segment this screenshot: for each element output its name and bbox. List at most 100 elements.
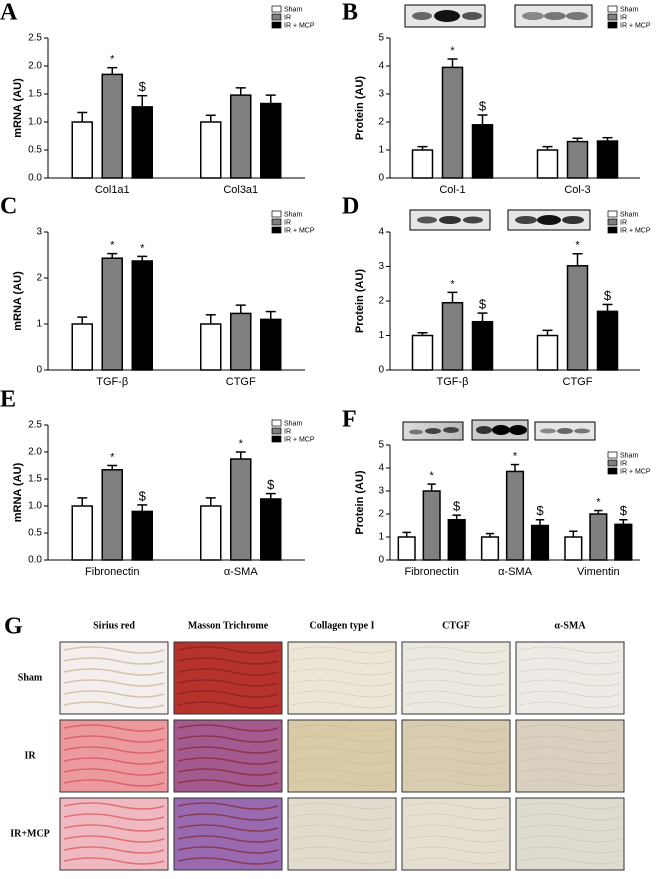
tissue-texture: [63, 735, 165, 743]
y-tick-label: 0: [378, 365, 384, 376]
tissue-texture: [405, 724, 507, 732]
row-label: IR: [24, 750, 36, 761]
band: [443, 427, 459, 433]
significance-marker: *: [450, 278, 455, 290]
band: [509, 425, 527, 435]
significance-marker: $: [479, 98, 487, 113]
tissue-texture: [405, 857, 507, 865]
significance-marker: *: [110, 451, 115, 463]
tissue-texture: [405, 757, 507, 765]
tissue-texture: [291, 668, 393, 676]
legend-label: IR + MCP: [620, 227, 651, 234]
band: [537, 215, 561, 225]
x-tick-label: TGF-β: [437, 376, 469, 388]
tissue-texture: [405, 746, 507, 754]
y-tick-label: 3: [378, 261, 384, 272]
micrograph: [287, 797, 397, 871]
legend-label: Sham: [284, 420, 302, 427]
tissue-texture: [177, 802, 279, 810]
tissue-texture: [177, 679, 279, 687]
y-tick-label: 1.5: [28, 474, 42, 485]
y-tick-label: 2: [378, 117, 384, 128]
y-tick-label: 2.0: [28, 447, 42, 458]
tissue-texture: [291, 824, 393, 832]
tissue-texture: [519, 824, 621, 832]
y-axis-label: Protein (AU): [354, 76, 366, 141]
band: [544, 12, 566, 20]
panel-label: A: [0, 0, 18, 26]
tissue-texture: [405, 779, 507, 787]
tissue-texture: [291, 857, 393, 865]
legend-swatch: [271, 226, 282, 234]
y-axis-label: mRNA (AU): [12, 462, 24, 522]
significance-marker: *: [110, 54, 115, 66]
legend-swatch: [271, 435, 282, 443]
significance-marker: $: [267, 477, 275, 492]
significance-marker: $: [620, 503, 628, 518]
x-tick-label: Fibronectin: [404, 566, 458, 578]
y-tick-label: 3: [378, 486, 384, 497]
micrograph: [515, 719, 625, 793]
tissue-texture: [177, 824, 279, 832]
tissue-texture: [63, 646, 165, 654]
x-tick-label: Col-3: [564, 184, 590, 196]
tissue-texture: [291, 746, 393, 754]
significance-marker: *: [239, 438, 244, 450]
tissue-texture: [177, 813, 279, 821]
significance-marker: *: [450, 45, 455, 57]
tissue-texture: [63, 768, 165, 776]
column-header: Collagen type I: [310, 620, 375, 631]
tissue-texture: [405, 846, 507, 854]
tissue-texture: [63, 824, 165, 832]
tissue-texture: [519, 646, 621, 654]
y-tick-label: 1: [378, 145, 384, 156]
band: [409, 429, 423, 435]
legend-swatch: [607, 21, 618, 29]
bar: [564, 536, 583, 561]
tissue-texture: [405, 690, 507, 698]
tissue-texture: [291, 690, 393, 698]
significance-marker: $: [139, 488, 147, 503]
tissue-texture: [177, 690, 279, 698]
bar: [589, 513, 608, 561]
significance-marker: *: [140, 242, 145, 254]
x-tick-label: Vimentin: [577, 566, 620, 578]
bar: [260, 498, 282, 561]
y-tick-label: 1.0: [28, 117, 42, 128]
band: [522, 12, 544, 20]
tissue-texture: [63, 757, 165, 765]
legend-label: IR: [620, 219, 627, 226]
significance-marker: *: [513, 450, 518, 462]
tissue-texture: [405, 701, 507, 709]
tissue-texture: [177, 646, 279, 654]
legend-swatch: [271, 218, 282, 226]
y-tick-label: 2.5: [28, 33, 42, 44]
panel-label: B: [342, 0, 358, 26]
legend-label: IR: [284, 428, 291, 435]
band: [439, 216, 461, 224]
bar: [441, 66, 464, 179]
tissue-texture: [405, 735, 507, 743]
significance-marker: $: [479, 297, 487, 312]
panel-label: E: [0, 387, 16, 413]
legend-label: Sham: [620, 452, 638, 459]
legend-label: IR + MCP: [284, 22, 315, 29]
bar: [530, 524, 550, 561]
tissue-texture: [177, 701, 279, 709]
y-tick-label: 2: [378, 296, 384, 307]
y-tick-label: 3: [36, 227, 42, 238]
legend-swatch: [271, 419, 282, 427]
bar: [131, 510, 153, 561]
significance-marker: $: [536, 503, 544, 518]
tissue-texture: [63, 835, 165, 843]
bar: [411, 149, 434, 179]
legend-label: IR + MCP: [620, 468, 651, 475]
bar: [101, 73, 123, 179]
band: [462, 12, 482, 20]
y-tick-label: 2.5: [28, 420, 42, 431]
bar: [471, 124, 494, 179]
tissue-texture: [519, 846, 621, 854]
x-tick-label: CTGF: [563, 376, 593, 388]
x-tick-label: α-SMA: [498, 566, 533, 578]
tissue-texture: [519, 768, 621, 776]
